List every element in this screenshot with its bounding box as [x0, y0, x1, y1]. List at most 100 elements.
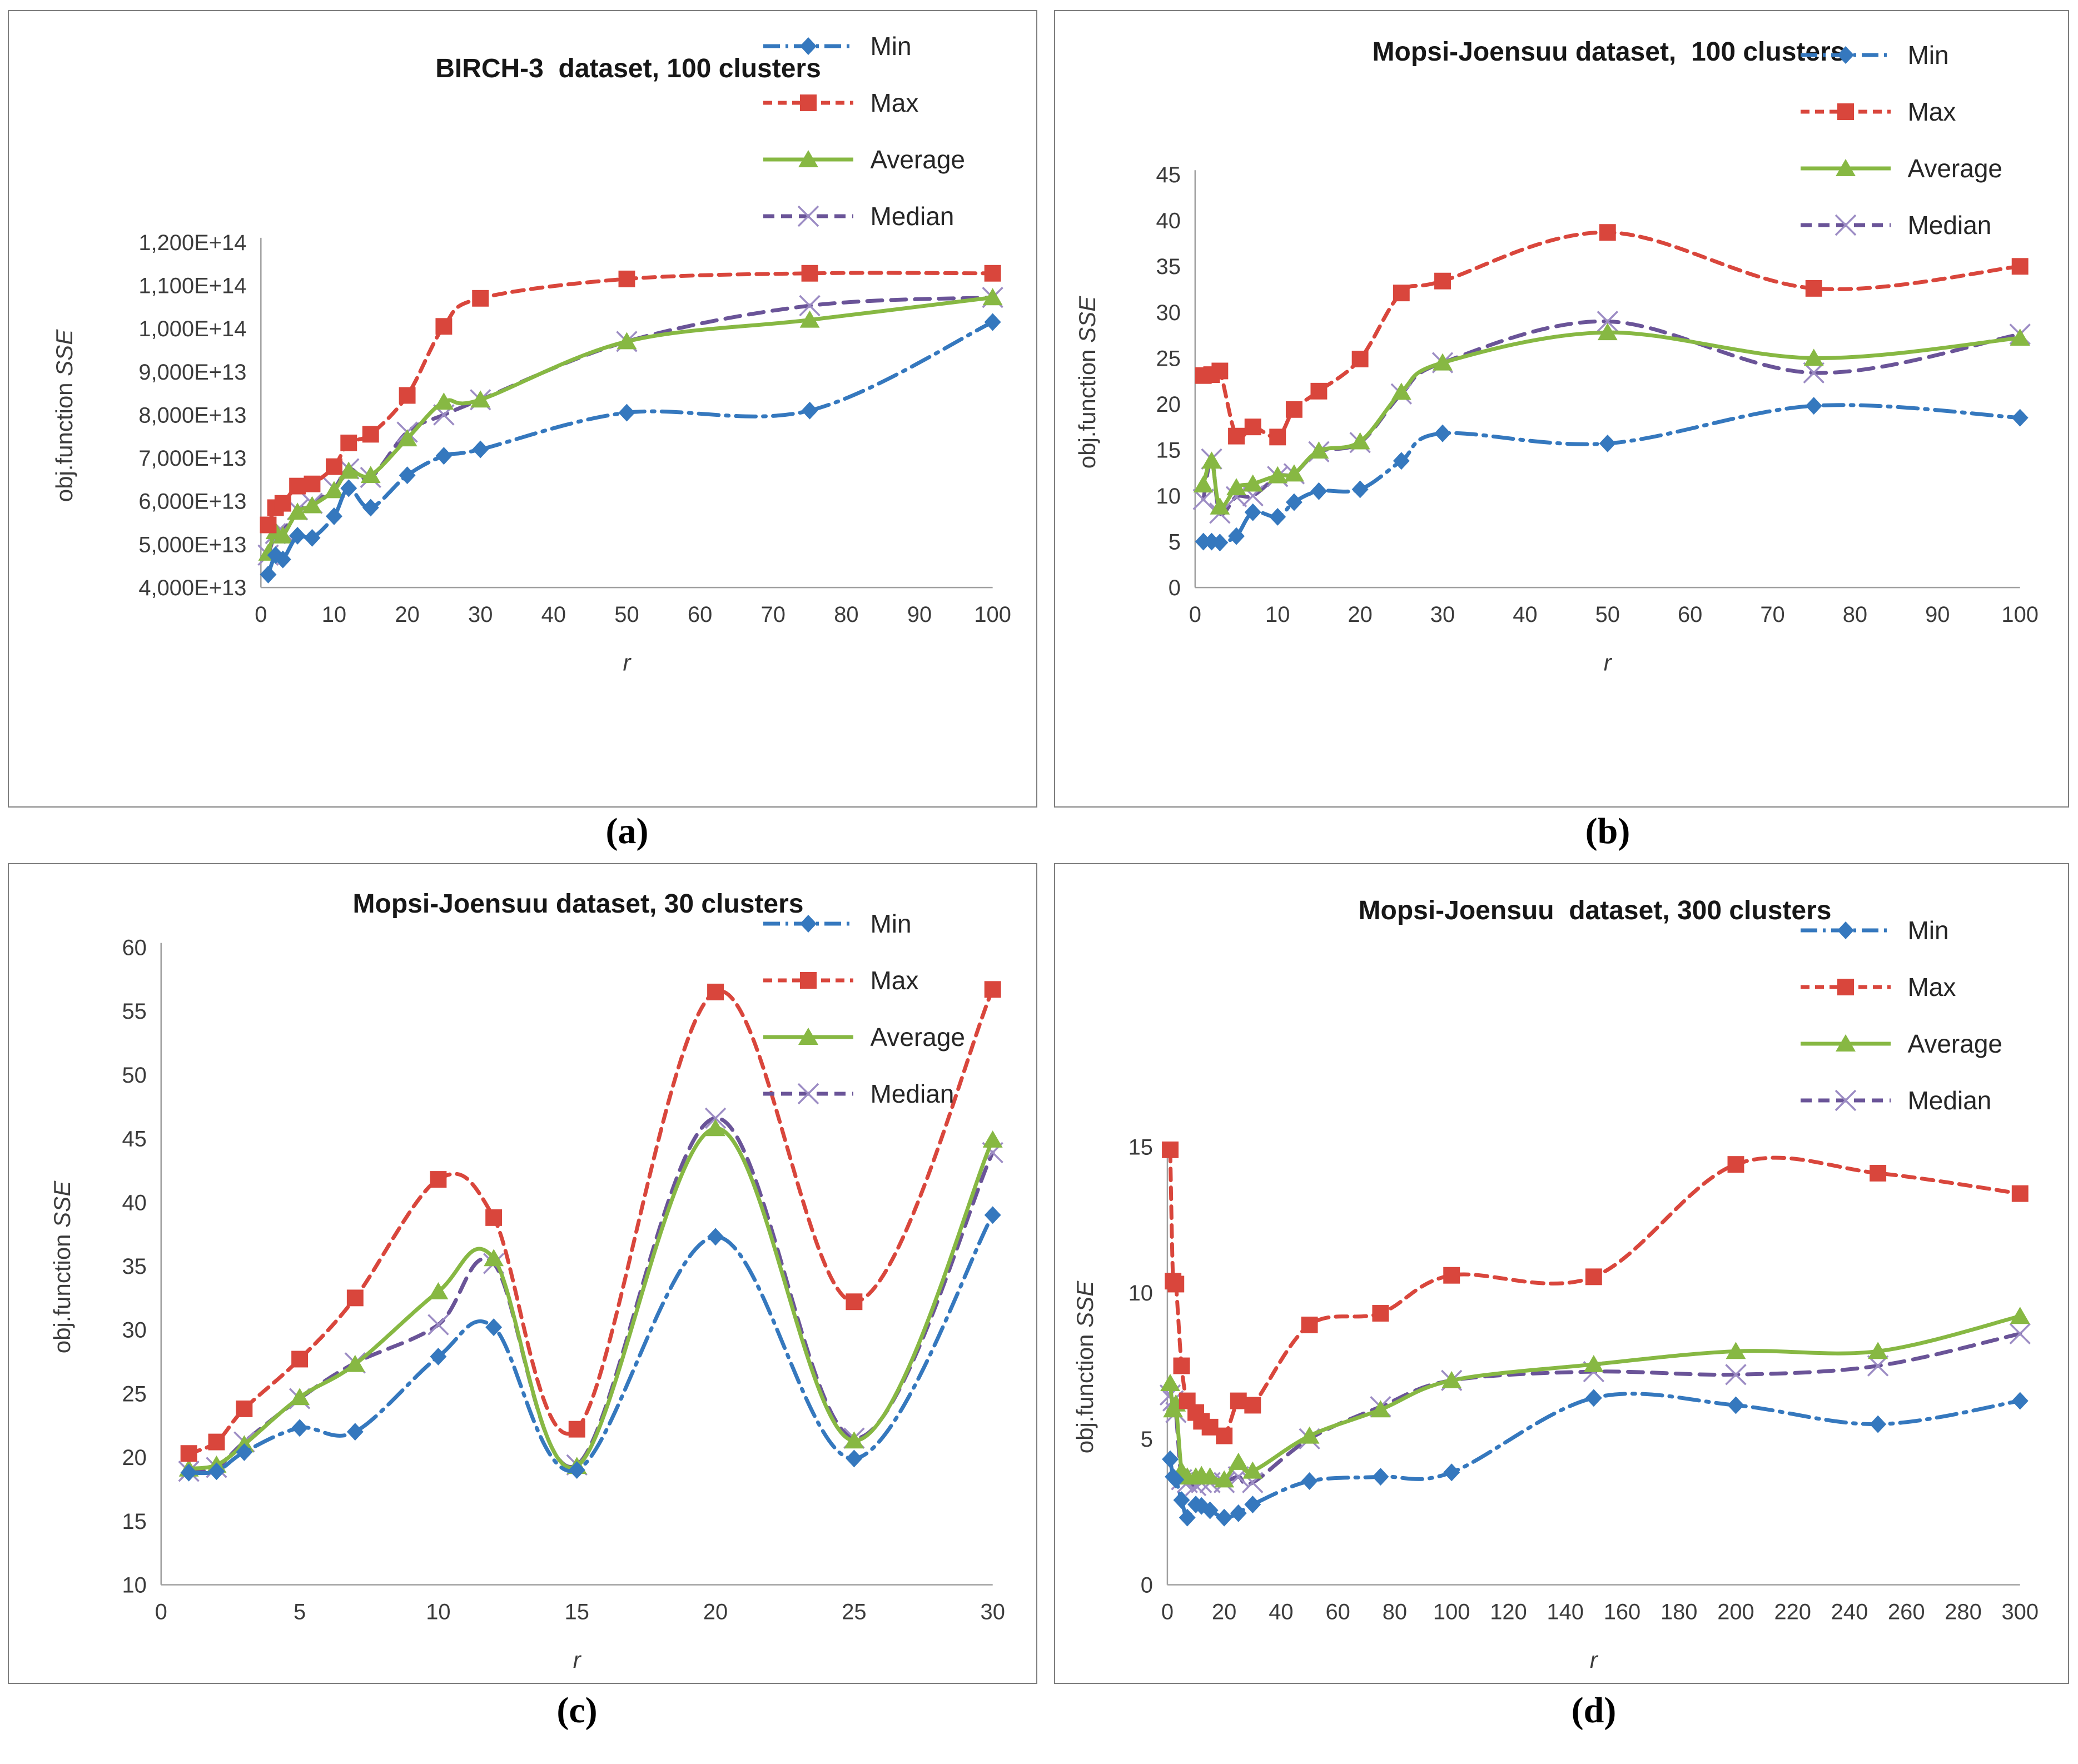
marker-diamond	[1599, 434, 1616, 452]
panel-chart-d: 0 5 10 15 0 20 40 60 80 100 120 140 160 180 200 220 240 2…	[1054, 863, 2069, 1684]
x-tick-label: 220	[1774, 1599, 1811, 1624]
y-tick-label: 45	[122, 1127, 146, 1152]
legend-label-median: Median	[1907, 1086, 1992, 1115]
marker-triangle	[1309, 441, 1329, 459]
marker-square	[1805, 280, 1822, 297]
marker-diamond	[1230, 1504, 1247, 1522]
marker-triangle	[982, 288, 1003, 306]
legend-label-min: Min	[870, 909, 912, 938]
marker-x	[1867, 1355, 1889, 1377]
marker-diamond	[399, 466, 416, 485]
marker-square	[800, 94, 817, 111]
legend: Min Max Average Median	[761, 31, 965, 231]
marker-triangle	[1391, 382, 1411, 400]
marker-x	[1192, 489, 1214, 510]
marker-diamond	[1285, 493, 1303, 511]
legend-item-average: Average	[761, 144, 965, 175]
marker-square	[2011, 1185, 2029, 1202]
legend-item-min: Min	[1798, 915, 2002, 945]
y-tick-label: 5,000E+13	[138, 532, 246, 557]
marker-square	[362, 426, 379, 443]
legend-item-max: Max	[761, 965, 965, 995]
marker-square	[1162, 1141, 1179, 1158]
marker-diamond	[1351, 480, 1369, 499]
marker-triangle	[434, 392, 454, 410]
series-line-min	[1201, 403, 2022, 545]
marker-square	[399, 387, 416, 404]
marker-diamond	[208, 1462, 225, 1481]
marker-triangle	[1228, 1452, 1249, 1470]
marker-square	[472, 290, 489, 307]
x-tick-label: 40	[541, 602, 566, 627]
legend-item-min: Min	[761, 31, 965, 61]
marker-triangle	[1200, 1467, 1220, 1485]
x-tick-label: 180	[1661, 1599, 1698, 1624]
marker-square	[1585, 1268, 1602, 1285]
legend-label-min: Min	[1907, 41, 1949, 69]
marker-diamond	[618, 403, 635, 422]
y-tick-label: 10	[122, 1573, 146, 1597]
legend-label-median: Median	[870, 202, 955, 231]
marker-triangle	[360, 466, 381, 484]
marker-diamond	[1244, 503, 1261, 521]
marker-x	[1835, 214, 1857, 236]
legend-item-median: Median	[761, 1079, 965, 1109]
marker-triangle	[1836, 1034, 1856, 1052]
marker-square	[800, 972, 817, 989]
series-min	[260, 313, 1001, 584]
y-tick-label: 9,000E+13	[138, 360, 246, 385]
marker-triangle	[1583, 1354, 1604, 1372]
series-line-median	[1168, 1332, 2022, 1488]
legend-label-median: Median	[1907, 211, 1992, 240]
x-tick-label: 90	[907, 602, 932, 627]
x-tick-label: 10	[426, 1599, 450, 1624]
y-tick-label: 1,100E+14	[138, 273, 246, 298]
marker-square	[1837, 979, 1855, 995]
x-axis-label: r	[573, 1647, 582, 1673]
marker-diamond	[260, 565, 277, 584]
chart-a-y-axis-label: obj.function SSE	[51, 330, 78, 502]
ylabel-sse-text: SSE	[1074, 296, 1100, 343]
marker-diamond	[1301, 1472, 1318, 1490]
marker-triangle	[705, 1119, 726, 1137]
marker-square	[1351, 351, 1369, 367]
marker-square	[1434, 272, 1451, 290]
marker-square	[430, 1171, 447, 1188]
marker-triangle	[272, 526, 293, 544]
chart-canvas-b: 0 5 10 15 20 25 30 35 40 45 0 10 20 30 40 50 60 70 80 90 100…	[1156, 163, 2039, 676]
chart-a-title: BIRCH-3 dataset, 100 clusters	[435, 54, 821, 83]
legend-label-average: Average	[870, 1023, 965, 1052]
x-tick-label: 30	[1430, 602, 1455, 627]
y-tick-label: 4,000E+13	[138, 576, 246, 600]
marker-diamond	[801, 401, 818, 420]
marker-diamond	[984, 313, 1001, 331]
marker-diamond	[435, 447, 453, 465]
marker-triangle	[1193, 475, 1214, 493]
median-line-sample-icon	[1801, 1089, 1891, 1112]
x-tick-label: 30	[468, 602, 493, 627]
marker-triangle	[799, 310, 820, 328]
y-tick-label: 25	[122, 1382, 146, 1406]
x-tick-label: 20	[703, 1599, 728, 1624]
min-line-sample-icon	[1801, 921, 1891, 939]
legend: Min Max Average Median	[1798, 915, 2002, 1115]
marker-square	[1285, 401, 1303, 418]
x-tick-label: 60	[688, 602, 712, 627]
marker-diamond	[1870, 1415, 1887, 1433]
y-tick-label: 40	[122, 1190, 146, 1215]
chart-d-title: Mopsi-Joensuu dataset, 300 clusters	[1358, 896, 1832, 925]
max-line-sample-icon	[1801, 103, 1891, 120]
x-tick-label: 200	[1717, 1599, 1754, 1624]
marker-triangle	[798, 1028, 819, 1045]
chart-c-title: Mopsi-Joensuu dataset, 30 clusters	[352, 889, 804, 919]
marker-triangle	[2010, 1307, 2030, 1324]
marker-diamond	[1310, 482, 1328, 500]
marker-x	[1725, 1364, 1747, 1386]
legend-label-median: Median	[870, 1079, 955, 1108]
marker-triangle	[1433, 353, 1453, 371]
x-tick-label: 100	[974, 602, 1011, 627]
median-line-sample-icon	[1801, 214, 1891, 236]
x-tick-label: 50	[614, 602, 639, 627]
y-tick-label: 45	[1156, 163, 1181, 187]
legend-item-median: Median	[761, 201, 965, 231]
